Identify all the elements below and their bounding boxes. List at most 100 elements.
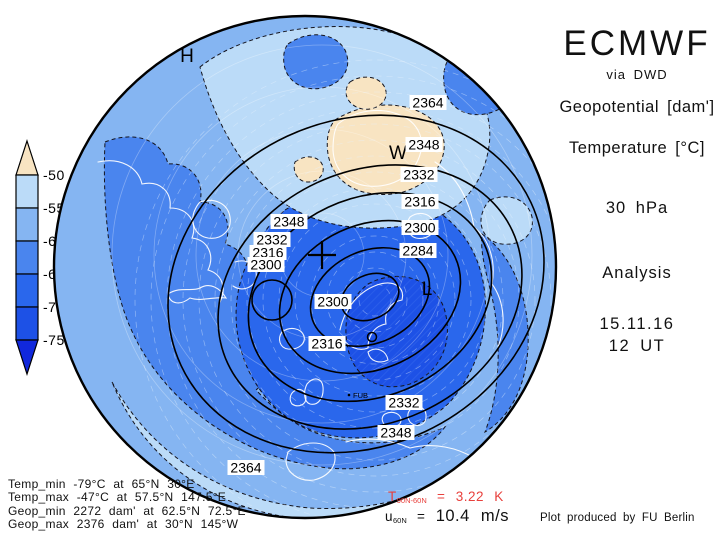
contour-ring-2348: [217, 164, 523, 430]
warm-patch-west: [293, 156, 324, 183]
contour-label: 2364: [227, 460, 265, 476]
svg-text:2364: 2364: [412, 95, 443, 111]
page-title: ECMWF: [563, 24, 711, 63]
extremes-stats: Temp_min -79°C at 65°N 30°E Temp_max -47…: [8, 477, 246, 532]
field-geopotential: Geopotential [dam']: [559, 98, 715, 116]
u-equals: =: [417, 509, 426, 524]
svg-text:2332: 2332: [403, 167, 434, 183]
contour-label: 2332: [253, 232, 291, 248]
coast-mediterranean: [345, 438, 475, 459]
contour-ring-secondary-low: [251, 279, 293, 321]
u-subscript: 60N: [393, 516, 407, 525]
contour-label: 2332: [385, 395, 423, 411]
contour-label: 2316: [401, 194, 439, 210]
colorbar-band-3: [15, 240, 39, 275]
credit-line: Plot produced by FU Berlin: [540, 512, 695, 524]
svg-text:2348: 2348: [273, 214, 304, 230]
colorbar-band-2: [15, 207, 39, 242]
coast-hudson-bay: [192, 199, 231, 239]
pressure-level: 30 hPa: [605, 199, 669, 217]
t-value: 3.22 K: [455, 489, 504, 504]
contour-label: 2348: [377, 425, 415, 441]
coast-ireland: [289, 389, 307, 407]
stat-temp-max: Temp_max -47°C at 57.5°N 147.5°E: [8, 490, 227, 505]
contour-ring-2364: [167, 114, 545, 454]
contour-label: 2332: [400, 167, 438, 183]
coast-britain: [304, 378, 324, 405]
contour-ring-2332: [247, 191, 493, 403]
contour-ring-2316: [278, 219, 462, 375]
contour-label: 2348: [270, 214, 308, 230]
source-subtitle: via DWD: [606, 67, 668, 82]
low-center-letter: L: [422, 279, 433, 300]
t-variable: T: [388, 489, 397, 504]
svg-text:2316: 2316: [311, 336, 342, 352]
field-temperature: Temperature [°C]: [569, 139, 705, 157]
high-center-letter: H: [180, 46, 194, 67]
geop-min-marker-icon: [366, 331, 378, 343]
polar-stereographic-map: FUB H W L 2364 2348 2332 2316 2300 2284: [52, 14, 558, 520]
svg-text:2300: 2300: [250, 257, 281, 273]
svg-text:2316: 2316: [252, 245, 283, 261]
u-value: 10.4 m/s: [435, 507, 509, 525]
contour-label: 2300: [401, 220, 439, 236]
contour-label: 2300: [247, 257, 285, 273]
station-dot-icon: [347, 393, 351, 397]
stat-geop-min: Geop_min 2272 dam' at 62.5°N 72.5°E: [8, 503, 246, 518]
temperature-colorbar: -50 -55 -60 -65 -70 -75: [15, 139, 65, 376]
svg-text:2284: 2284: [402, 243, 433, 259]
coast-iceland: [279, 327, 305, 350]
temp-blob-top-center: [283, 34, 349, 90]
contour-label: 2316: [249, 245, 287, 261]
temperature-gradient-metric: T90N-60N = 3.22 K: [388, 489, 504, 505]
contour-label: 2364: [409, 95, 447, 111]
colorbar-band-4: [15, 273, 39, 308]
svg-text:2332: 2332: [388, 395, 419, 411]
svg-text:2300: 2300: [317, 294, 348, 310]
coast-baltic: [367, 348, 389, 363]
contour-label: 2348: [405, 137, 443, 153]
contour-ring-2300: [309, 246, 431, 348]
geopotential-contours: [167, 114, 545, 454]
svg-text:2316: 2316: [404, 194, 435, 210]
colorbar-below-min-arrow: [15, 339, 39, 376]
colorbar-band-5: [15, 306, 39, 341]
contour-label: 2284: [399, 243, 437, 259]
info-panel: ECMWF via DWD Geopotential [dam'] Temper…: [547, 0, 727, 470]
colorbar-tick: -75: [43, 332, 65, 348]
zonal-wind-metric: u60N = 10.4 m/s: [385, 507, 509, 526]
coast-siberia: [434, 161, 504, 348]
stat-temp-min: Temp_min -79°C at 65°N 30°E: [8, 477, 195, 491]
analysis-time: 12 UT: [608, 337, 666, 355]
pole-cross-icon: [308, 241, 336, 269]
svg-text:2364: 2364: [230, 460, 261, 476]
svg-text:2348: 2348: [408, 137, 439, 153]
contour-ring-2284: [340, 272, 400, 322]
colorbar-band-1: [15, 174, 39, 209]
product-type: Analysis: [602, 264, 672, 282]
u-variable: u: [385, 509, 394, 524]
temp-zone-minus60-right: [481, 233, 529, 434]
t-subscript: 90N-60N: [396, 496, 427, 505]
temp-blob-top-right: [443, 50, 516, 116]
warm-center-letter: W: [389, 143, 407, 164]
analysis-date: 15.11.16: [599, 315, 675, 333]
colorbar-tick: -50: [43, 167, 65, 183]
contour-label: 2300: [314, 294, 352, 310]
coast-north-america: [97, 160, 224, 303]
map-border: [52, 14, 558, 520]
temp-zone-minus50-bottom: [111, 381, 496, 518]
contour-label: 2316: [308, 336, 346, 352]
map-symbols: FUB H W L: [180, 46, 432, 400]
colorbar-above-max-arrow: [15, 139, 39, 176]
svg-text:2300: 2300: [404, 220, 435, 236]
contour-value-labels: 2364 2348 2332 2316 2300 2284 2348 2332 …: [227, 95, 447, 476]
svg-text:2348: 2348: [380, 425, 411, 441]
station-label: FUB: [353, 391, 368, 400]
t-equals: =: [437, 489, 446, 504]
coast-scandinavia: [339, 282, 404, 350]
stat-geop-max: Geop_max 2376 dam' at 30°N 145°W: [8, 517, 239, 532]
svg-text:2332: 2332: [256, 232, 287, 248]
coast-iberia: [285, 442, 336, 481]
